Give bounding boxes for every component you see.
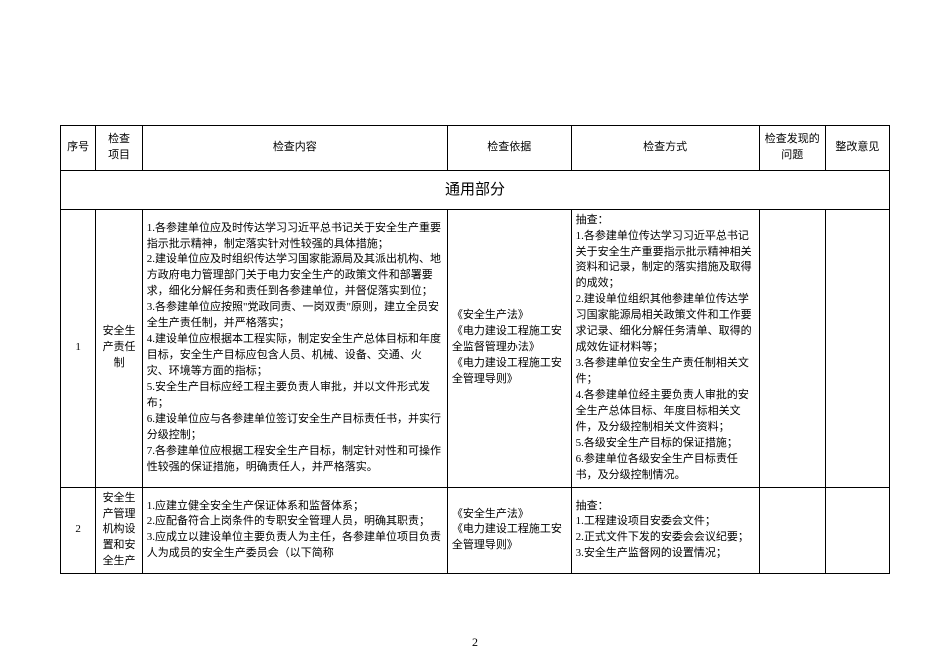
- col-header-seq: 序号: [61, 126, 96, 171]
- section-title: 通用部分: [61, 170, 890, 209]
- cell-basis: 《安全生产法》 《电力建设工程施工安全管理导则》: [447, 487, 571, 574]
- col-header-suggest: 整改意见: [825, 126, 889, 171]
- cell-method: 抽查： 1.各参建单位传达学习习近平总书记关于安全生产重要指示批示精神相关资料和…: [571, 209, 759, 487]
- cell-content: 1.应建立健全安全生产保证体系和监督体系； 2.应配备符合上岗条件的专职安全管理…: [142, 487, 447, 574]
- cell-method: 抽查： 1.工程建设项目安委会文件； 2.正式文件下发的安委会会议纪要； 3.安…: [571, 487, 759, 574]
- col-header-item: 检查 项目: [96, 126, 142, 171]
- cell-problem: [759, 209, 825, 487]
- cell-seq: 1: [61, 209, 96, 487]
- table-row: 2 安全生 产管理 机构设 置和安 全生产 1.应建立健全安全生产保证体系和监督…: [61, 487, 890, 574]
- cell-item: 安全生 产责任 制: [96, 209, 142, 487]
- cell-suggest: [825, 487, 889, 574]
- table-row: 1 安全生 产责任 制 1.各参建单位应及时传达学习习近平总书记关于安全生产重要…: [61, 209, 890, 487]
- cell-content: 1.各参建单位应及时传达学习习近平总书记关于安全生产重要指示批示精神，制定落实针…: [142, 209, 447, 487]
- cell-problem: [759, 487, 825, 574]
- cell-item: 安全生 产管理 机构设 置和安 全生产: [96, 487, 142, 574]
- inspection-table: 序号 检查 项目 检查内容 检查依据 检查方式 检查发现的 问题 整改意见 通用…: [60, 125, 890, 574]
- cell-basis: 《安全生产法》 《电力建设工程施工安全监督管理办法》 《电力建设工程施工安全管理…: [447, 209, 571, 487]
- page-number: 2: [0, 635, 950, 650]
- cell-seq: 2: [61, 487, 96, 574]
- cell-suggest: [825, 209, 889, 487]
- col-header-problem: 检查发现的 问题: [759, 126, 825, 171]
- section-header-row: 通用部分: [61, 170, 890, 209]
- col-header-basis: 检查依据: [447, 126, 571, 171]
- table-header-row: 序号 检查 项目 检查内容 检查依据 检查方式 检查发现的 问题 整改意见: [61, 126, 890, 171]
- col-header-content: 检查内容: [142, 126, 447, 171]
- col-header-method: 检查方式: [571, 126, 759, 171]
